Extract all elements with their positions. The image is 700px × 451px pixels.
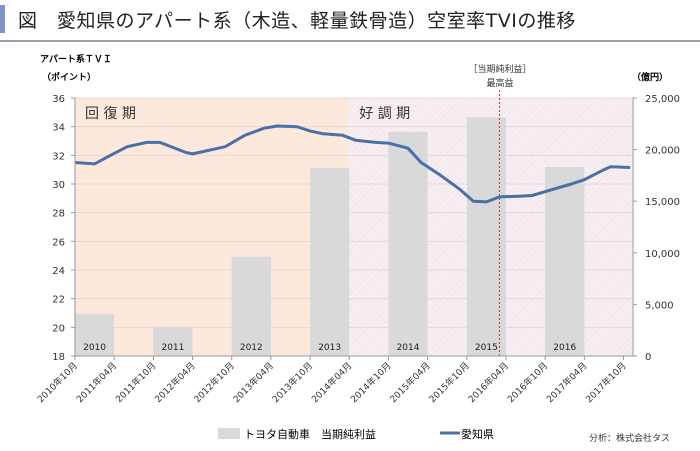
x-tick-label: 2012年04月 [152, 360, 198, 406]
x-tick-label: 2013年04月 [231, 360, 277, 406]
x-tick-label: 2016年04月 [466, 360, 512, 406]
bar-2016 [545, 167, 585, 356]
x-tick-label: 2017年10月 [583, 360, 629, 406]
x-tick-label: 2016年10月 [505, 360, 551, 406]
aichi-tvi-line [74, 124, 631, 204]
left-tick-label: 32 [52, 151, 65, 162]
left-tick-label: 34 [52, 123, 65, 134]
source-note: 分析：株式会社タス [589, 432, 670, 444]
left-tick-label: 22 [52, 295, 65, 306]
right-axis-unit: （億円） [632, 71, 668, 83]
period-label: 好 調 期 [359, 106, 410, 122]
bar-2011 [153, 326, 193, 356]
title-accent-bar [0, 5, 5, 33]
period-band [75, 98, 350, 356]
left-axis-unit: （ポイント） [42, 71, 96, 83]
bar-label: 2016 [553, 343, 576, 353]
x-tick-label: 2015年04月 [387, 360, 433, 406]
x-tick-label: 2011年10月 [113, 360, 159, 406]
x-tick-label: 2012年10月 [191, 360, 237, 406]
right-tick-label: 0 [645, 352, 651, 363]
right-tick-label: 10,000 [645, 249, 680, 260]
right-tick-label: 15,000 [645, 197, 680, 208]
x-tick-label: 2015年10月 [426, 360, 472, 406]
right-tick-label: 25,000 [645, 94, 680, 105]
left-tick-label: 36 [52, 94, 65, 105]
bar-2015 [466, 117, 506, 356]
x-tick-label: 2014年10月 [348, 360, 394, 406]
bar-label: 2015 [475, 343, 498, 353]
period-label: 回 復 期 [85, 105, 136, 122]
legend-line-label: 愛知県 [461, 427, 494, 441]
right-tick-label: 5,000 [645, 300, 674, 311]
bar-2010 [75, 313, 115, 356]
bar-label: 2013 [318, 343, 341, 353]
bar-2013 [310, 167, 350, 356]
bar-label: 2012 [240, 343, 263, 353]
left-axis-label: アパート系ＴＶＩ [40, 53, 112, 65]
left-tick-label: 18 [52, 352, 65, 363]
x-tick-label: 2011年04月 [74, 360, 120, 406]
bar-2014 [388, 131, 428, 356]
left-tick-label: 28 [52, 209, 65, 220]
annotation-line2: 最高益 [486, 77, 513, 89]
x-tick-label: 2014年04月 [309, 360, 355, 406]
legend-bar-swatch [218, 428, 240, 439]
left-tick-label: 26 [52, 237, 65, 248]
right-tick-label: 20,000 [645, 146, 680, 157]
bar-label: 2014 [397, 343, 420, 353]
left-tick-label: 24 [52, 266, 65, 277]
bar-2012 [231, 256, 271, 356]
title-divider [0, 40, 700, 42]
bar-label: 2011 [161, 343, 184, 353]
left-tick-label: 30 [52, 180, 65, 191]
x-tick-label: 2013年10月 [270, 360, 316, 406]
left-tick-label: 20 [52, 323, 65, 334]
legend-bar-label: トヨタ自動車 当期純利益 [244, 427, 376, 441]
annotation-line1: ［当期純利益］ [468, 63, 531, 75]
x-tick-label: 2010年10月 [35, 360, 81, 406]
figure-title: 図 愛知県のアパート系（木造、軽量鉄骨造）空室率TVIの推移 [18, 10, 576, 32]
bar-label: 2010 [83, 343, 106, 353]
x-tick-label: 2017年04月 [544, 360, 590, 406]
